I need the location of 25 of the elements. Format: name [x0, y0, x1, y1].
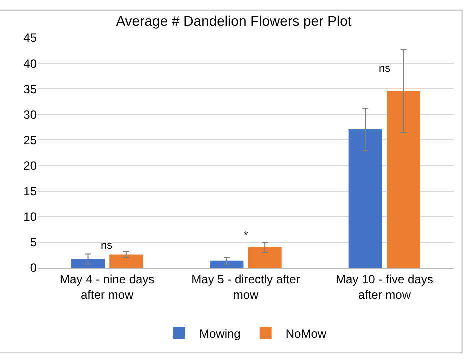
bar	[248, 248, 282, 268]
bar	[110, 254, 144, 268]
bar	[71, 259, 106, 268]
y-tick-label: 45	[24, 31, 38, 46]
legend-label: Mowing	[200, 326, 241, 341]
x-tick-label: May 5 - directly after mow	[192, 272, 300, 302]
x-tick-label: May 10 - five days after mow	[336, 272, 434, 302]
y-tick-label: 15	[24, 184, 38, 199]
annotation: *	[244, 230, 249, 242]
annotation: ns	[101, 240, 114, 252]
chart-title: Average # Dandelion Flowers per Plot	[116, 13, 352, 29]
x-tick-label: May 4 - nine days after mow	[60, 272, 155, 302]
y-tick-label: 25	[24, 133, 38, 148]
y-tick-label: 5	[30, 236, 38, 250]
legend-label: NoMow	[286, 326, 327, 341]
bar	[210, 260, 244, 268]
y-tick-label: 40	[24, 56, 38, 71]
y-tick-label: 0	[30, 261, 38, 276]
bar	[348, 128, 382, 268]
y-tick-label: 30	[24, 108, 38, 122]
y-tick-label: 20	[24, 158, 38, 173]
bar	[386, 91, 421, 268]
y-tick-label: 10	[24, 210, 38, 224]
annotation: ns	[379, 63, 392, 75]
y-tick-label: 35	[24, 82, 38, 96]
